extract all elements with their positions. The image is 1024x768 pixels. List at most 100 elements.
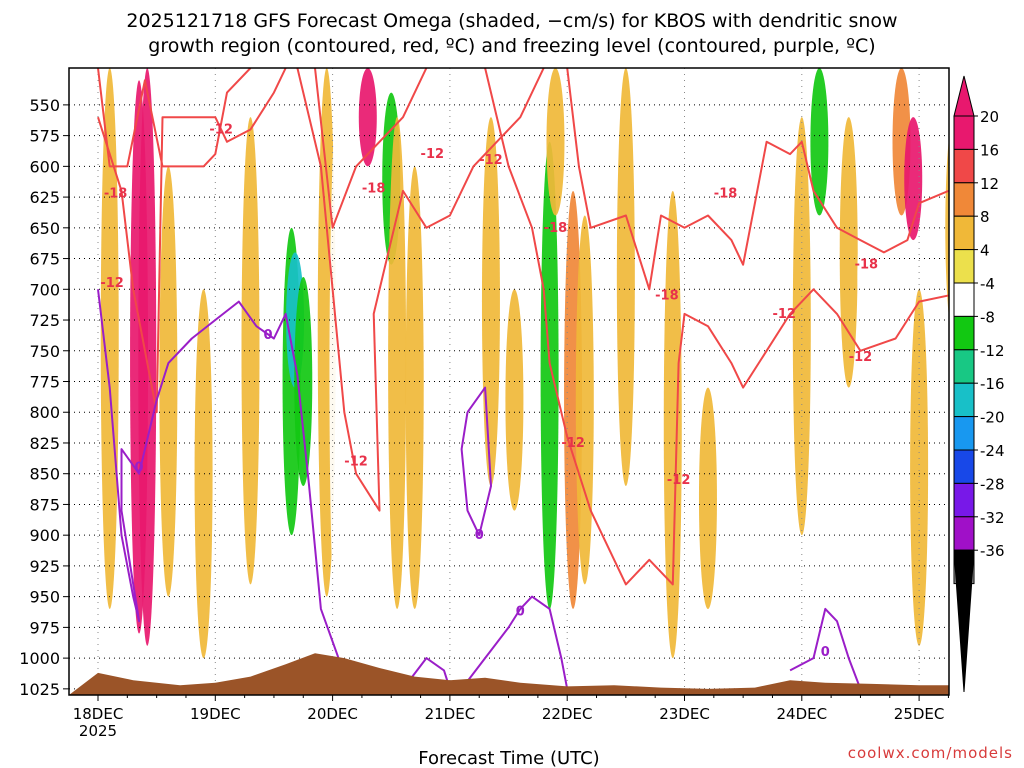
omega-shade-30 (810, 68, 829, 216)
omega-shade-18 (481, 117, 500, 487)
omega-shade-26 (663, 190, 682, 659)
contour-label-4: -12 (421, 147, 445, 162)
colorbar-label--36: -36 (980, 542, 1005, 560)
y-tick-label-600: 600 (29, 157, 60, 176)
contour-label-8: -12 (561, 436, 585, 451)
colorbar-bin-11 (953, 482, 975, 518)
y-tick-label-1000: 1000 (19, 649, 60, 668)
colorbar-bin-2 (953, 182, 975, 217)
colorbar-label--20: -20 (980, 409, 1005, 427)
contour-dgz-3 (296, 68, 545, 512)
colorbar-bin-5 (953, 282, 975, 317)
colorbar-label--32: -32 (980, 509, 1005, 527)
contour-freezing-7 (460, 386, 492, 537)
contour-freezing-10 (789, 607, 862, 690)
omega-shade-23 (575, 215, 594, 585)
omega-shade-10 (294, 277, 313, 486)
y-tick-label-775: 775 (29, 373, 60, 392)
colorbar-label-8: 8 (980, 208, 990, 226)
colorbar-bin-10 (953, 449, 975, 484)
omega-shade-4 (159, 166, 178, 597)
y-tick-label-800: 800 (29, 403, 60, 422)
y-tick-label-975: 975 (29, 618, 60, 637)
colorbar: 20 16 12 8 4 -4 -8 -12 -16 -20 -24 -28 -32 -36 (953, 75, 1005, 693)
contour-layer (97, 68, 949, 690)
contour-dgz-5 (566, 68, 949, 291)
omega-shade-37 (980, 68, 998, 191)
contour-label-3: -18 (362, 181, 386, 196)
x-tick-label-20DEC: 20DEC (307, 705, 358, 723)
contour-label-6: -18 (544, 221, 568, 236)
x-tick-label-21DEC: 21DEC (425, 705, 476, 723)
omega-shade-35 (910, 289, 929, 646)
contour-label-13: -18 (855, 258, 879, 273)
contour-dgz-0 (97, 68, 287, 414)
colorbar-label-4: 4 (980, 242, 990, 260)
omega-shade-6 (241, 117, 260, 585)
contour-label-12: -12 (772, 307, 796, 322)
contour-label-layer: -12 -18 -12 -18 -12 -12 -18 -12 -12 -12 -18 -18 -12 -… (100, 122, 878, 660)
omega-shade-36 (945, 138, 949, 318)
x-axis: 18DEC 19DEC 20DEC 21DEC 22DEC 23DEC 24DEC 25DEC (73, 695, 949, 723)
x-tick-label-24DEC: 24DEC (777, 705, 828, 723)
y-tick-label-625: 625 (29, 188, 60, 207)
x-tick-label-25DEC: 25DEC (894, 705, 945, 723)
contour-dgz-1 (97, 68, 252, 168)
colorbar-bin-1 (953, 148, 975, 184)
colorbar-bin-0 (953, 115, 975, 150)
colorbar-bin-6 (953, 315, 975, 351)
colorbar-label--24: -24 (980, 442, 1005, 460)
omega-shade-21 (546, 68, 565, 216)
colorbar-bin-4 (953, 249, 975, 284)
omega-shade-32 (857, 215, 876, 339)
omega-shade-24 (616, 68, 635, 486)
colorbar-top-arrow (953, 75, 975, 117)
colorbar-bin-12 (953, 516, 975, 551)
colorbar-bin-8 (953, 382, 975, 418)
terrain-profile (69, 653, 949, 695)
contour-label-19: 0 (821, 645, 830, 660)
contour-label-15: 0 (135, 461, 144, 476)
colorbar-label--16: -16 (980, 375, 1005, 393)
contour-dgz-4 (484, 68, 949, 586)
contour-label-10: -18 (655, 288, 679, 303)
contour-label-18: 0 (516, 604, 525, 619)
colorbar-bottom-arrow (953, 549, 975, 693)
contour-label-2: -12 (100, 276, 124, 291)
omega-shade-12 (329, 92, 348, 659)
x-axis-title: Forecast Time (UTC) (418, 748, 599, 768)
y-axis: 550 575 600 625 650 675 700 725 750 775 800 825 850 8… (19, 96, 69, 699)
contour-dgz-2 (314, 68, 428, 229)
y-tick-label-1025: 1025 (19, 680, 60, 699)
contour-label-17: 0 (475, 528, 484, 543)
y-tick-label-675: 675 (29, 250, 60, 269)
colorbar-label--12: -12 (980, 342, 1005, 360)
omega-shading-layer (100, 68, 998, 659)
terrain-layer (69, 653, 949, 695)
colorbar-label-16: 16 (980, 141, 999, 159)
omega-shade-25 (640, 92, 659, 314)
colorbar-label-20: 20 (980, 108, 999, 126)
x-tick-label-19DEC: 19DEC (190, 705, 241, 723)
contour-freezing-6 (97, 289, 357, 690)
omega-shade-28 (769, 215, 788, 499)
y-tick-label-550: 550 (29, 96, 60, 115)
y-tick-label-700: 700 (29, 280, 60, 299)
y-tick-label-900: 900 (29, 526, 60, 545)
omega-shade-3 (138, 68, 157, 646)
y-tick-label-575: 575 (29, 127, 60, 146)
chart-title-line-1: 2025121718 GFS Forecast Omega (shaded, −… (126, 10, 897, 32)
omega-shade-13 (358, 68, 377, 167)
x-tick-label-23DEC: 23DEC (659, 705, 710, 723)
colorbar-bin-9 (953, 416, 975, 451)
contour-label-1: -18 (104, 186, 128, 201)
omega-shade-16 (405, 166, 424, 609)
colorbar-bin-3 (953, 215, 975, 251)
y-tick-label-725: 725 (29, 311, 60, 330)
contour-freezing-9 (460, 595, 569, 690)
x-tick-label-18DEC: 18DEC (73, 705, 124, 723)
chart-title-line-2: growth region (contoured, red, ºC) and f… (148, 35, 875, 57)
y-tick-label-650: 650 (29, 219, 60, 238)
colorbar-label--4: -4 (980, 275, 995, 293)
